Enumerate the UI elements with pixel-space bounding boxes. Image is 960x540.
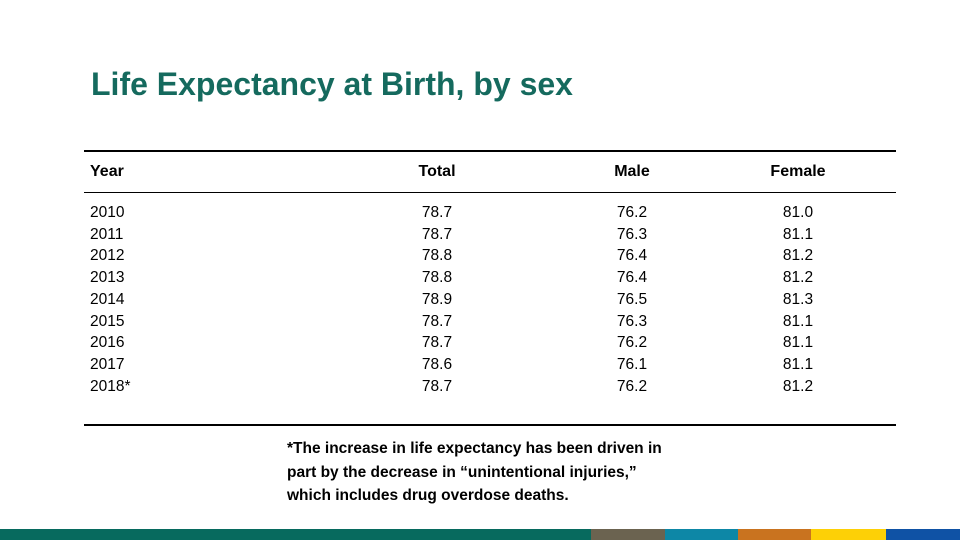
- year-cell: 2010: [90, 204, 125, 221]
- total-cell: 78.8: [421, 247, 453, 265]
- footnote-line: part by the decrease in “unintentional i…: [287, 463, 637, 481]
- total-cell: 78.9: [421, 290, 453, 308]
- total-cell: 78.7: [421, 312, 453, 330]
- female-cell: 81.0: [782, 204, 814, 221]
- year-cell: 2017: [90, 355, 125, 373]
- year-cell: 2013: [90, 269, 125, 287]
- female-cell: 81.3: [782, 290, 814, 308]
- total-cell: 78.7: [421, 225, 453, 243]
- table-row: 2011 78.7 76.3 81.1: [84, 224, 896, 246]
- total-cell: 78.6: [421, 355, 453, 373]
- table-row: 2017 78.6 76.1 81.1: [84, 354, 896, 376]
- teal-segment: [665, 529, 738, 540]
- male-cell: 76.2: [616, 204, 648, 221]
- male-cell: 76.2: [616, 377, 648, 395]
- table-row: 2016 78.7 76.2 81.1: [84, 332, 896, 354]
- table-row: 2013 78.8 76.4 81.2: [84, 267, 896, 289]
- female-cell: 81.2: [782, 269, 814, 287]
- male-cell: 76.3: [616, 312, 648, 330]
- total-cell: 78.8: [421, 269, 453, 287]
- year-cell: 2015: [90, 312, 125, 330]
- year-cell: 2016: [90, 334, 125, 352]
- male-cell: 76.4: [616, 269, 648, 287]
- table-row: 2010 78.7 76.2 81.0: [84, 202, 896, 224]
- life-expectancy-table: Year Total Male Female 2010 78.7 76.2 81…: [84, 150, 896, 426]
- male-cell: 76.3: [616, 225, 648, 243]
- footnote-line: which includes drug overdose deaths.: [287, 487, 569, 504]
- year-cell: 2011: [90, 225, 124, 243]
- column-header-female: Female: [770, 162, 826, 180]
- table-row: 2012 78.8 76.4 81.2: [84, 245, 896, 267]
- male-cell: 76.2: [616, 334, 648, 352]
- table-row: 2015 78.7 76.3 81.1: [84, 311, 896, 333]
- blue-segment: [886, 529, 960, 540]
- page-title: Life Expectancy at Birth, by sex: [91, 66, 573, 102]
- yellow-segment: [811, 529, 886, 540]
- year-cell: 2018*: [90, 377, 131, 395]
- male-cell: 76.4: [616, 247, 648, 265]
- total-cell: 78.7: [421, 334, 453, 352]
- table-row: 2014 78.9 76.5 81.3: [84, 289, 896, 311]
- footnote-line: *The increase in life expectancy has bee…: [287, 440, 662, 457]
- table-header-row: Year Total Male Female: [84, 152, 896, 192]
- female-cell: 81.1: [782, 312, 814, 330]
- footer-color-bar: [0, 529, 960, 540]
- year-cell: 2014: [90, 290, 125, 308]
- total-cell: 78.7: [421, 377, 453, 395]
- table-top-rule: [84, 150, 896, 152]
- female-cell: 81.1: [782, 225, 814, 243]
- brown-segment: [591, 529, 665, 540]
- total-cell: 78.7: [421, 204, 453, 221]
- column-header-total: Total: [418, 162, 456, 180]
- table-bottom-rule: [84, 424, 896, 426]
- footnote: *The increase in life expectancy has bee…: [287, 437, 707, 508]
- table-body: 2010 78.7 76.2 81.0 2011 78.7 76.3 81.1 …: [84, 193, 896, 424]
- table-header-rule: [84, 191, 896, 193]
- year-cell: 2012: [90, 247, 125, 265]
- female-cell: 81.2: [782, 377, 814, 395]
- male-cell: 76.1: [616, 355, 648, 373]
- column-header-year: Year: [90, 162, 124, 180]
- male-cell: 76.5: [616, 290, 648, 308]
- female-cell: 81.2: [782, 247, 814, 265]
- column-header-male: Male: [614, 162, 650, 180]
- female-cell: 81.1: [782, 334, 814, 352]
- female-cell: 81.1: [782, 355, 814, 373]
- green-segment: [0, 529, 591, 540]
- orange-segment: [738, 529, 811, 540]
- table-row: 2018* 78.7 76.2 81.2: [84, 376, 896, 398]
